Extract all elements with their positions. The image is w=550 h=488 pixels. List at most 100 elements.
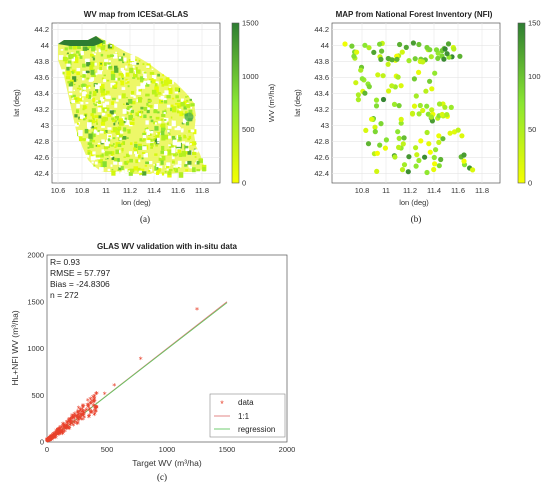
map-pixel [107, 113, 112, 117]
data-point: * [47, 435, 51, 444]
map-pixel [91, 113, 94, 116]
data-point: * [66, 425, 70, 434]
map-pixel [188, 135, 192, 139]
map-pixel [109, 110, 114, 115]
map-pixel [153, 164, 156, 166]
map-pixel [75, 50, 80, 54]
data-point: * [57, 429, 61, 438]
data-point: * [81, 416, 85, 425]
map-pixel [80, 84, 83, 88]
map-pixel [150, 138, 153, 142]
map-pixel [151, 68, 154, 70]
map-pixel [140, 106, 144, 110]
nfi-plot-marker [354, 49, 360, 55]
data-point: * [72, 415, 76, 424]
y-tick-label: 42.8 [314, 137, 329, 146]
map-pixel [86, 122, 92, 128]
map-pixel [147, 80, 151, 85]
map-pixel [160, 95, 165, 101]
map-pixel [87, 146, 90, 149]
map-pixel [97, 142, 101, 146]
y-tick-label: 1500 [27, 297, 44, 306]
data-point: * [48, 434, 52, 443]
map-pixel [121, 87, 126, 90]
map-pixel [105, 90, 110, 94]
nfi-plot-marker [401, 135, 407, 141]
map-pixel [174, 90, 179, 94]
map-pixel [158, 157, 162, 162]
map-pixel [129, 158, 133, 163]
data-point: * [93, 407, 97, 416]
map-pixel [184, 111, 188, 115]
map-pixel [86, 154, 90, 158]
map-pixel [166, 167, 170, 171]
data-point: * [74, 413, 78, 422]
map-pixel [86, 77, 90, 80]
data-point: * [47, 437, 51, 446]
x-tick-label: 11 [382, 186, 390, 195]
data-point: * [80, 409, 84, 418]
data-point: * [59, 428, 63, 437]
data-point: * [48, 435, 52, 444]
data-point: * [86, 397, 90, 406]
map-pixel [184, 165, 187, 167]
map-pixel [94, 115, 99, 118]
data-point: * [77, 416, 81, 425]
x-tick-label: 11.8 [475, 186, 489, 195]
nfi-plot-marker [457, 53, 463, 59]
map-pixel [153, 107, 156, 109]
data-point: * [67, 416, 71, 425]
data-point: * [62, 422, 66, 431]
data-point: * [53, 432, 57, 441]
map-pixel [177, 105, 180, 109]
nfi-plot-marker [424, 129, 430, 136]
data-point: * [46, 437, 50, 446]
data-point: * [95, 404, 99, 413]
map-pixel [122, 108, 127, 114]
map-pixel [161, 83, 165, 87]
data-point: * [51, 434, 55, 443]
map-pixel [171, 147, 176, 154]
map-pixel [110, 74, 116, 81]
map-pixel [76, 79, 78, 81]
nfi-plot-marker [342, 41, 348, 47]
data-point: * [58, 424, 62, 433]
map-pixel [138, 159, 141, 163]
map-pixel [78, 85, 81, 88]
map-pixel [142, 137, 146, 141]
panel-a-title: WV map from ICESat-GLAS [84, 10, 189, 19]
data-point: * [61, 421, 65, 430]
map-pixel [127, 105, 131, 111]
x-tick-label: 0 [45, 445, 49, 454]
map-pixel [70, 102, 72, 104]
map-pixel [98, 49, 101, 53]
data-point: * [93, 405, 97, 414]
map-pixel [126, 81, 130, 84]
data-point: * [91, 394, 95, 403]
data-point: * [45, 437, 49, 446]
map-pixel [100, 84, 105, 90]
nfi-plot-marker [470, 167, 476, 173]
map-pixel [192, 151, 197, 156]
y-tick-label: 43.6 [314, 73, 329, 82]
map-pixel [148, 160, 153, 165]
nfi-plot-marker [406, 154, 412, 160]
map-pixel [185, 148, 190, 152]
nfi-plot-marker [417, 102, 423, 109]
data-point: * [48, 435, 52, 444]
nfi-plot-marker [444, 112, 450, 118]
map-pixel [89, 64, 94, 71]
map-pixel [140, 110, 143, 114]
map-pixel [180, 130, 184, 133]
data-point: * [75, 420, 79, 429]
nfi-plot-marker [461, 158, 467, 164]
data-point: * [69, 420, 73, 429]
nfi-plot-marker [383, 137, 389, 143]
map-pixel [120, 80, 125, 86]
map-pixel [82, 105, 87, 110]
map-pixel [167, 87, 173, 95]
data-point: * [94, 408, 98, 417]
data-point: * [45, 438, 49, 447]
nfi-plot-marker [433, 47, 440, 53]
nfi-plot-marker [406, 58, 412, 64]
